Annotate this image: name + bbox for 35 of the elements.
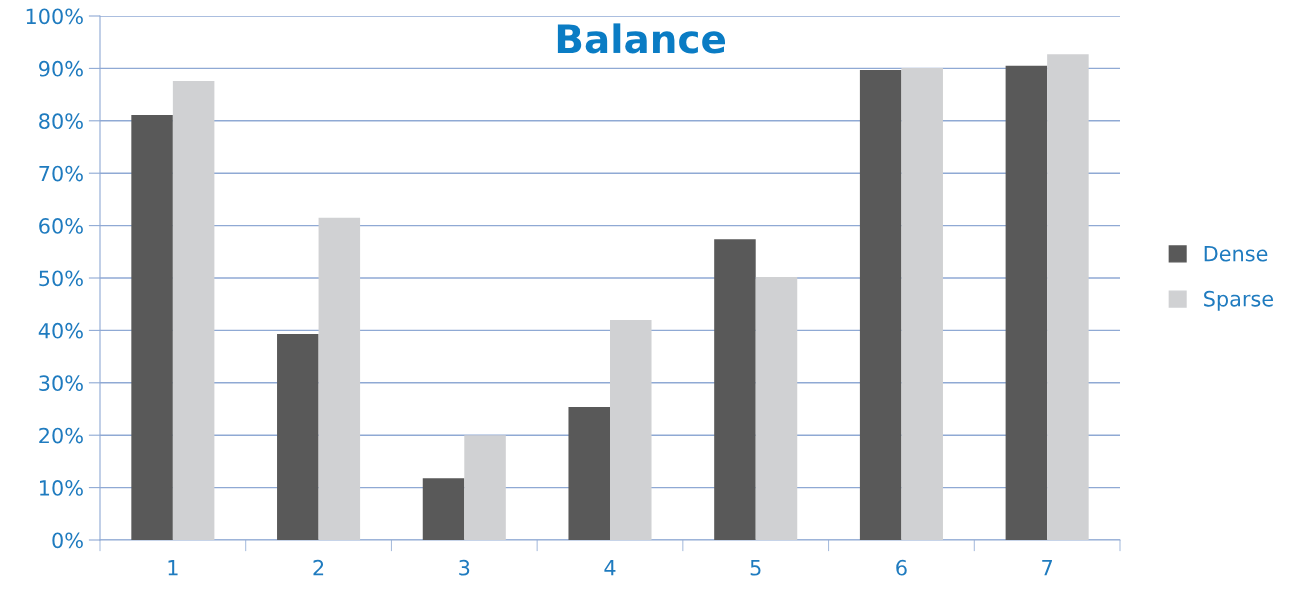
y-tick-label: 10% bbox=[40, 480, 83, 496]
legend-label: Sparse bbox=[1204, 290, 1274, 311]
y-tick-label: 70% bbox=[39, 165, 83, 182]
x-tick-label: 5 bbox=[750, 560, 761, 576]
y-tick-label: 40% bbox=[38, 322, 83, 339]
y-tick-label: 30% bbox=[39, 375, 83, 392]
chart-title: Balance bbox=[557, 23, 725, 54]
bar bbox=[464, 435, 506, 540]
legend-label: Dense bbox=[1204, 245, 1268, 262]
y-tick-label: 90% bbox=[39, 60, 83, 77]
bar bbox=[610, 319, 652, 540]
x-tick-label: 2 bbox=[313, 559, 324, 576]
bar bbox=[568, 406, 610, 540]
y-tick-label: 50% bbox=[39, 270, 83, 287]
y-tick-label: 0% bbox=[52, 532, 83, 549]
x-tick-label: 4 bbox=[604, 560, 616, 576]
x-tick-label: 3 bbox=[459, 559, 470, 576]
bar bbox=[318, 217, 361, 540]
bar bbox=[277, 334, 319, 540]
y-tick-label: 80% bbox=[39, 113, 83, 130]
bar bbox=[131, 115, 173, 540]
x-tick-label: 7 bbox=[1042, 560, 1052, 576]
bar bbox=[755, 276, 798, 540]
x-tick-label: 6 bbox=[896, 559, 907, 576]
bar bbox=[714, 239, 756, 540]
y-tick-label: 60% bbox=[39, 218, 83, 234]
bar bbox=[1047, 54, 1089, 540]
y-tick-label: 100% bbox=[26, 8, 83, 25]
bar bbox=[901, 67, 943, 540]
bar bbox=[859, 69, 902, 540]
bar bbox=[1005, 65, 1048, 540]
x-tick-label: 1 bbox=[168, 560, 178, 576]
bar bbox=[172, 80, 215, 540]
bar bbox=[422, 478, 465, 540]
y-tick-label: 20% bbox=[39, 427, 83, 444]
